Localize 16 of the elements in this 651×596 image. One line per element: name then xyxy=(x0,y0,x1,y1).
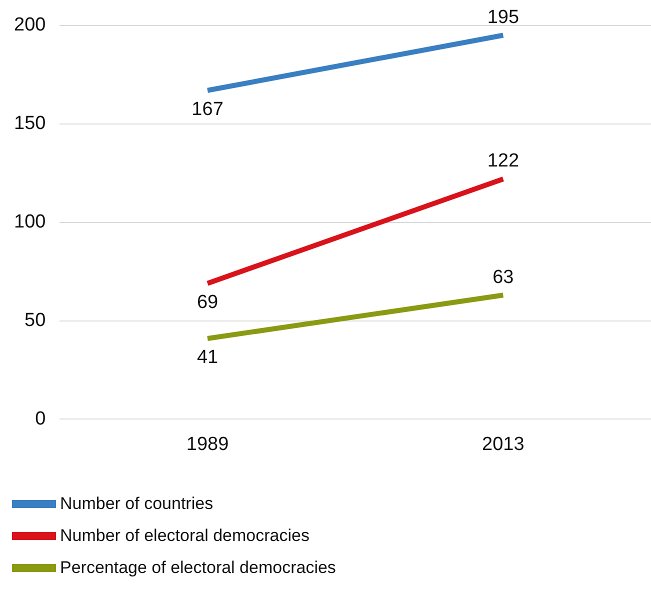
data-label: 69 xyxy=(196,292,218,314)
x-tick-label: 2013 xyxy=(482,434,524,455)
y-tick-label: 0 xyxy=(35,408,46,430)
data-label: 122 xyxy=(487,150,520,172)
legend-label: Number of electoral democracies xyxy=(60,526,310,546)
data-label: 195 xyxy=(487,6,520,28)
y-tick-label: 50 xyxy=(24,310,46,331)
y-tick-label: 100 xyxy=(14,212,46,233)
legend-label: Percentage of electoral democracies xyxy=(60,558,336,578)
data-label: 167 xyxy=(192,99,224,120)
legend-label: Number of countries xyxy=(60,494,214,514)
y-tick-label: 200 xyxy=(14,14,46,36)
x-tick-label: 1989 xyxy=(186,434,229,455)
data-label: 63 xyxy=(492,266,514,288)
y-tick-label: 150 xyxy=(14,113,46,134)
data-label: 41 xyxy=(196,347,218,368)
